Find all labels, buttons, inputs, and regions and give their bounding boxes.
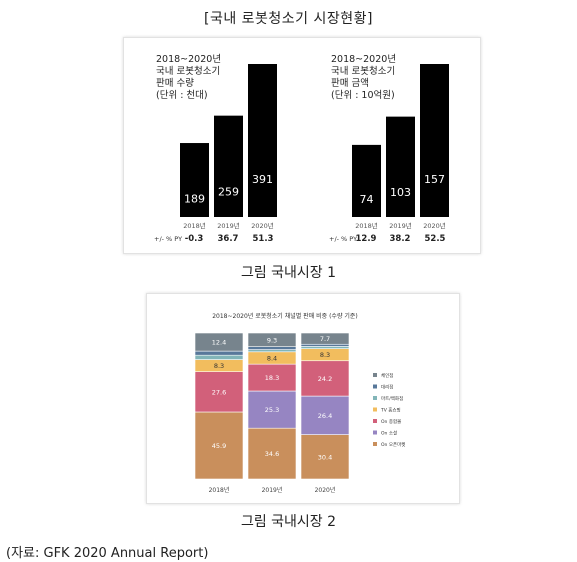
legend-label: 체인점	[381, 372, 393, 379]
segment-value-label: 24.2	[318, 375, 332, 383]
growth-value: 51.3	[253, 234, 274, 244]
segment-value-label: 8.3	[214, 362, 224, 370]
stacked-segment	[300, 343, 350, 347]
growth-value: 12.9	[356, 234, 377, 244]
segment-value-label: 9.3	[267, 336, 277, 344]
chart-title-line: 국내 로봇청소기	[331, 66, 395, 77]
stacked-segment	[247, 346, 297, 350]
bar-value-label: 259	[218, 186, 239, 199]
channel-share-stacked-chart: 2018~2020년 로봇청소기 채널별 판매 비중 (수량 기준) 45.9 27…	[194, 312, 405, 494]
stacked-segment	[247, 349, 297, 353]
segment-value-label: 25.3	[265, 406, 279, 414]
segment-value-label: 34.6	[265, 450, 279, 458]
chart-title-line: 국내 로봇청소기	[156, 66, 220, 77]
figure-caption-1: 그림 국내시장 1	[240, 265, 337, 281]
segment-value-label: 26.4	[318, 412, 332, 420]
x-tick-label: 2020년	[423, 221, 446, 230]
legend-label: 마트/백화점	[381, 395, 403, 402]
x-tick-label: 2019년	[217, 221, 240, 230]
bar	[386, 116, 415, 217]
sales-bar-charts-panel: 2018~2020년 국내 로봇청소기 판매 수량 (단위 : 천대) 189 2018년…	[123, 37, 481, 254]
figure-caption-2: 그림 국내시장 2	[240, 514, 337, 530]
stacked-segment	[300, 346, 350, 349]
chart-title-line: (단위 : 10억원)	[331, 89, 395, 101]
legend-label: On 종합몰	[381, 418, 401, 425]
growth-row-label: +/- % PY	[154, 235, 182, 243]
stacked-segment	[300, 395, 350, 435]
bar	[352, 144, 381, 217]
bar-value-label: 157	[424, 173, 445, 186]
growth-value: 38.2	[390, 234, 411, 244]
growth-value: -0.3	[185, 234, 204, 244]
channel-share-chart-panel: 2018~2020년 로봇청소기 채널별 판매 비중 (수량 기준) 45.9 27…	[146, 293, 460, 504]
bar-value-label: 103	[390, 186, 411, 199]
x-tick-label: 2018년	[209, 486, 230, 494]
stacked-segment	[194, 354, 244, 360]
stacked-segment	[247, 427, 297, 480]
legend-swatch	[373, 442, 377, 446]
chart-title-line: 2018~2020년	[331, 54, 396, 65]
bar-value-label: 391	[252, 173, 273, 186]
bar-value-label: 74	[360, 193, 374, 206]
bar	[420, 64, 449, 217]
bar	[248, 64, 277, 217]
stacked-segment	[300, 360, 350, 397]
bar	[214, 115, 243, 217]
stacked-segment	[194, 332, 244, 352]
bar	[180, 143, 209, 217]
x-tick-label: 2019년	[262, 486, 283, 494]
legend-swatch	[373, 430, 377, 435]
stacked-segment	[247, 332, 297, 347]
stacked-segment	[194, 411, 244, 480]
legend-swatch	[373, 384, 377, 389]
bar-value-label: 189	[184, 193, 205, 206]
stacked-segment	[300, 434, 350, 480]
chart-title-line: 판매 수량	[156, 77, 194, 89]
x-tick-label: 2019년	[389, 221, 412, 230]
x-tick-label: 2018년	[183, 221, 206, 230]
x-tick-label: 2018년	[355, 221, 378, 230]
segment-value-label: 18.3	[265, 374, 279, 382]
chart-title-line: (단위 : 천대)	[156, 89, 208, 101]
page-title: [국내 로봇청소기 시장현황]	[203, 11, 373, 27]
x-tick-label: 2020년	[315, 486, 336, 494]
segment-value-label: 7.7	[320, 335, 330, 343]
segment-value-label: 12.4	[212, 339, 226, 347]
legend-swatch	[373, 407, 377, 412]
stacked-segment	[194, 371, 244, 413]
growth-row-label: +/- % PY	[329, 235, 357, 243]
segment-value-label: 27.6	[212, 388, 226, 396]
legend-swatch	[373, 396, 377, 400]
legend-label: TV 홈쇼핑	[380, 407, 401, 414]
legend-swatch	[373, 419, 377, 423]
source-note: (자료: GFK 2020 Annual Report)	[6, 546, 209, 561]
chart-title-line: 판매 금액	[331, 77, 369, 89]
chart-title-line: 2018~2020년	[156, 54, 221, 65]
legend-swatch	[373, 373, 377, 377]
stacked-segment	[300, 332, 350, 345]
segment-value-label: 8.3	[320, 351, 330, 359]
segment-value-label: 8.4	[267, 354, 277, 362]
segment-value-label: 45.9	[212, 442, 226, 450]
stacked-chart-title: 2018~2020년 로봇청소기 채널별 판매 비중 (수량 기준)	[212, 312, 358, 320]
segment-value-label: 30.4	[318, 453, 332, 461]
growth-value: 36.7	[218, 234, 239, 244]
x-tick-label: 2020년	[251, 221, 274, 230]
stacked-segment	[247, 363, 297, 392]
legend-label: 대리점	[381, 384, 393, 391]
legend-label: On 소셜	[381, 430, 397, 437]
stacked-segment	[194, 350, 244, 356]
growth-value: 52.5	[425, 234, 446, 244]
legend-label: On 오픈마켓	[381, 441, 405, 448]
